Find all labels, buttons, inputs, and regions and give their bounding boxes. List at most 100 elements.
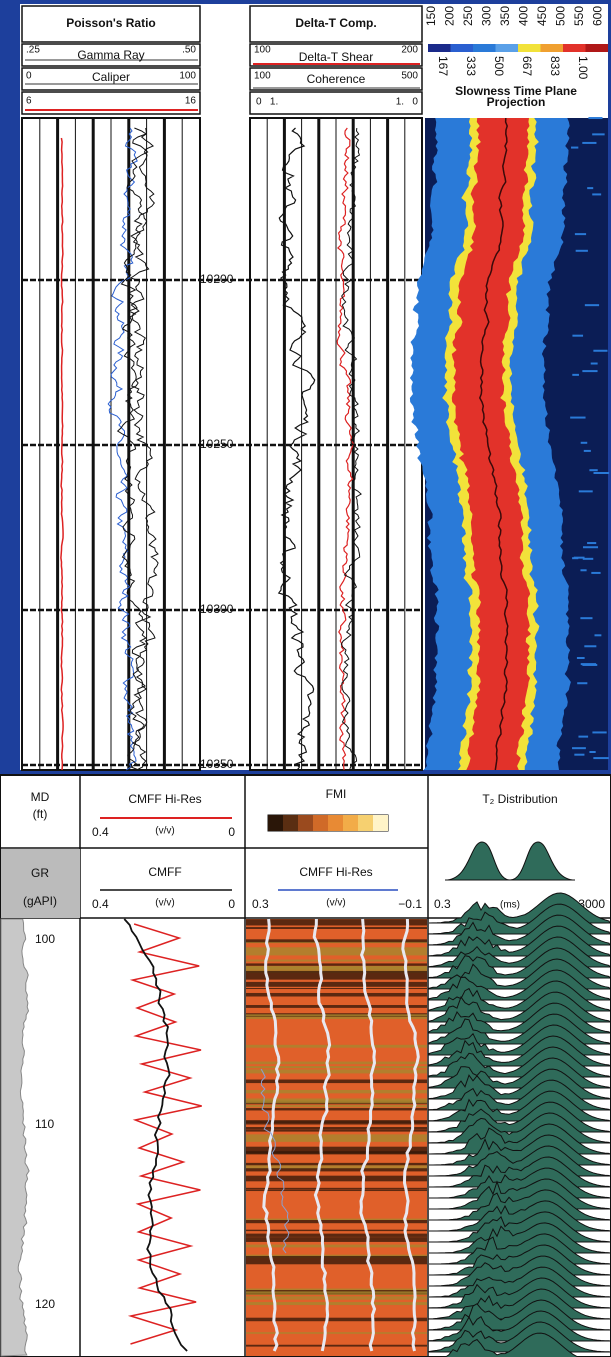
fmi-trace	[312, 918, 332, 1352]
header-text: 200	[401, 45, 418, 56]
header-text: 100	[179, 71, 196, 82]
curve	[60, 137, 64, 771]
fmi-stripe	[246, 1302, 427, 1306]
fmi-stripe	[246, 1044, 427, 1048]
fmi-stripe	[246, 1134, 427, 1142]
header-text: 500	[401, 71, 418, 82]
slowness-label: 200	[443, 6, 457, 26]
depth-label: 100	[35, 932, 55, 946]
header-text: 6	[26, 96, 32, 107]
band-center	[478, 117, 509, 771]
fmi-stripe	[246, 1187, 427, 1190]
fmi-stripe	[246, 947, 427, 956]
header-text: CMFF Hi-Res	[299, 865, 372, 879]
header-text: (v/v)	[155, 898, 174, 909]
fmi-stripe	[246, 966, 427, 970]
header-text: .50	[182, 45, 196, 56]
fmi-stripe	[246, 1332, 427, 1334]
fmi-stripe	[246, 1189, 427, 1192]
depth-label: 120	[35, 1297, 55, 1311]
curve	[277, 127, 316, 771]
colorbar	[563, 44, 586, 52]
fmi-stripe	[246, 1098, 427, 1102]
fmi-stripe	[246, 1120, 427, 1123]
fmi-stripe	[246, 1127, 427, 1130]
depth-label: 10300	[200, 602, 234, 616]
header-text: 0.3	[252, 897, 269, 911]
fmi-stripe	[246, 1219, 427, 1224]
fmi-stripe	[246, 1016, 427, 1019]
slowness-label: 550	[572, 6, 586, 26]
slowness-label: 150	[424, 6, 438, 26]
fmi-stripe	[246, 1014, 427, 1017]
fmi-stripe	[246, 1079, 427, 1084]
track1-header	[21, 5, 423, 115]
fmi-colorbar	[298, 815, 313, 831]
slowness-label: 250	[461, 6, 475, 26]
cmff-curve	[123, 918, 188, 1352]
slowness-label: 300	[480, 6, 494, 26]
header-text: CMFF Hi-Res	[128, 792, 201, 806]
fraction-label: 833	[548, 56, 562, 76]
header-text: (ft)	[33, 807, 48, 821]
fmi-colorbar	[358, 815, 373, 831]
t2-trace	[428, 1310, 611, 1342]
colorbar	[540, 44, 563, 52]
header-text: (v/v)	[326, 898, 345, 909]
header-text: Poisson's Ratio	[66, 16, 156, 30]
colorbar	[518, 44, 541, 52]
fmi-stripe	[246, 1066, 427, 1069]
fmi-stripe	[246, 1237, 427, 1242]
bottom-columns	[0, 775, 611, 1357]
fmi-stripe	[246, 966, 427, 973]
fmi-stripe	[246, 939, 427, 943]
fmi-stripe	[246, 1244, 427, 1248]
fmi-stripe	[246, 1100, 427, 1104]
slowness-label: 500	[554, 6, 568, 26]
fmi-stripe	[246, 992, 427, 997]
colorbar	[473, 44, 496, 52]
header-text: Gamma Ray	[77, 48, 144, 62]
fmi-trace	[359, 918, 377, 1352]
depth-label: 10250	[200, 437, 234, 451]
fmi-stripe	[246, 1129, 427, 1132]
fmi-stripe	[246, 981, 427, 987]
header-text: 100	[254, 71, 271, 82]
fmi-colorbar	[373, 815, 388, 831]
fmi-stripe	[246, 1151, 427, 1154]
header-text: (v/v)	[155, 826, 174, 837]
header-text: Delta-T Comp.	[295, 16, 376, 30]
header-text: (gAPI)	[23, 894, 57, 908]
header-text: 0	[228, 897, 235, 911]
fmi-stripe	[246, 1291, 427, 1294]
cmff-hires-curve	[127, 923, 202, 1345]
header-text: 0.3	[434, 897, 451, 911]
fmi-stripe	[246, 1344, 427, 1347]
fmi-stripe	[246, 1162, 427, 1166]
fmi-stripe	[246, 1005, 427, 1008]
header-text: Projection	[487, 95, 546, 109]
fmi-stripe	[246, 927, 427, 929]
fraction-label: 667	[520, 56, 534, 76]
header-text: Caliper	[92, 70, 130, 84]
fmi-hires-curve	[260, 1068, 290, 1254]
fmi-stripe	[246, 1108, 427, 1111]
colorbar	[495, 44, 518, 52]
fmi-stripe	[246, 970, 427, 980]
image-header	[425, 4, 608, 118]
header-text: Slowness Time Plane	[455, 84, 577, 98]
header-text: 0	[228, 825, 235, 839]
curve	[116, 127, 149, 771]
fmi-stripe	[246, 1218, 427, 1220]
curve	[340, 127, 362, 771]
fmi-stripe	[246, 1165, 427, 1169]
fmi-colorbar	[328, 815, 343, 831]
fraction-label: 500	[492, 56, 506, 76]
header-text: CMFF	[148, 865, 181, 879]
header-text: Coherence	[307, 72, 366, 86]
fmi-stripe	[246, 1061, 427, 1065]
slowness-label: 350	[498, 6, 512, 26]
t2-trace	[444, 1332, 580, 1357]
header-text: 16	[185, 96, 197, 107]
